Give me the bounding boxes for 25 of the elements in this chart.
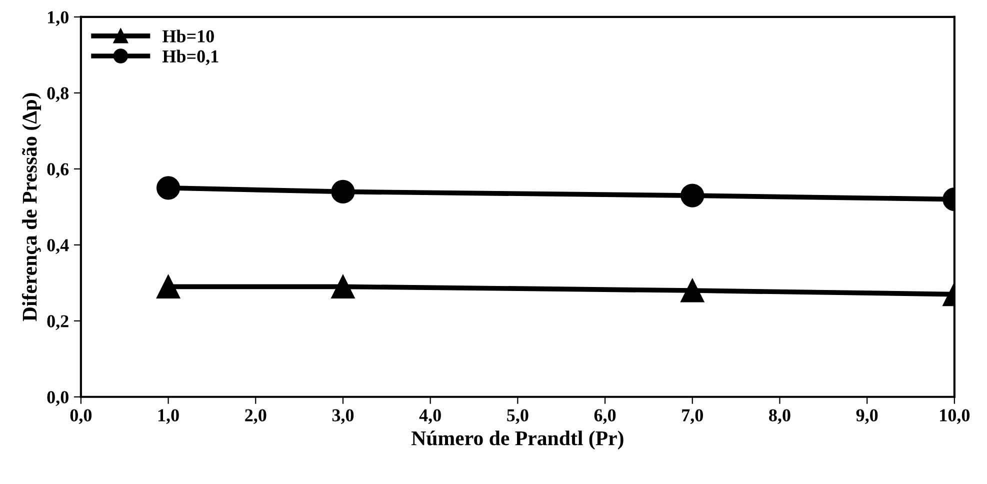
x-tick-label: 2,0 <box>245 409 266 424</box>
point <box>156 176 180 200</box>
x-tick-label: 1,0 <box>158 409 179 424</box>
x-tick-label: 7,0 <box>682 409 703 424</box>
point <box>156 274 180 299</box>
y-tick-label: 0,4 <box>47 239 69 254</box>
y-tick-label: 1,0 <box>48 11 68 26</box>
x-tick-label: 6,0 <box>594 409 616 424</box>
y-tick-label: 0,6 <box>47 163 69 178</box>
x-axis-title: Número de Prandtl (Pr) <box>412 430 624 450</box>
x-tick-label: 4,0 <box>419 409 441 424</box>
point <box>331 180 355 204</box>
x-tick-label: 0,0 <box>70 409 92 424</box>
x-tick-label: 5,0 <box>507 409 528 424</box>
legend-label: Hb=10 <box>162 30 214 42</box>
legend-label: Hb=0,1 <box>162 50 218 66</box>
x-tick-label: 8,0 <box>769 409 790 424</box>
y-tick-label: 0,0 <box>47 391 68 406</box>
x-tick-label: 3,0 <box>332 409 354 424</box>
y-axis-title: Diferença de Pressão (Δp) <box>22 93 42 322</box>
x-tick-label: 9,0 <box>856 409 878 424</box>
x-tick-label: 10,0 <box>940 409 970 424</box>
point <box>331 274 355 299</box>
y-tick-label: 0,8 <box>47 87 69 102</box>
y-tick-label: 0,2 <box>47 315 68 330</box>
